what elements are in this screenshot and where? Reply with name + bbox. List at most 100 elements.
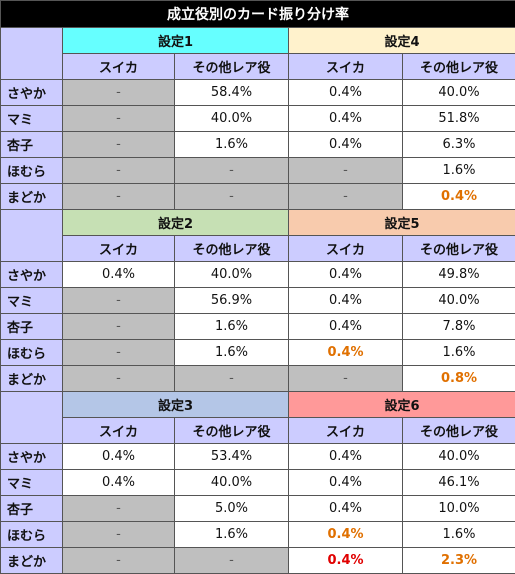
value-cell: 51.8% — [403, 106, 515, 132]
value-cell: 46.1% — [403, 470, 515, 496]
column-header: スイカ — [63, 54, 175, 80]
value-cell: 40.0% — [403, 288, 515, 314]
row-label: ほむら — [1, 158, 63, 184]
value-cell: 5.0% — [175, 496, 289, 522]
value-cell: - — [63, 496, 175, 522]
row-label: さやか — [1, 262, 63, 288]
column-header-row: スイカその他レア役スイカその他レア役 — [1, 418, 515, 444]
value-cell: 0.4% — [289, 444, 403, 470]
table-title: 成立役別のカード振り分け率 — [1, 1, 515, 28]
value-cell: 53.4% — [175, 444, 289, 470]
value-cell: - — [63, 184, 175, 210]
value-cell: - — [63, 340, 175, 366]
value-cell: 0.4% — [289, 314, 403, 340]
table-row: ほむら-1.6%0.4%1.6% — [1, 340, 515, 366]
table-row: ほむら---1.6% — [1, 158, 515, 184]
row-label: さやか — [1, 444, 63, 470]
row-label: 杏子 — [1, 314, 63, 340]
row-label: ほむら — [1, 522, 63, 548]
value-cell: 1.6% — [403, 522, 515, 548]
value-cell: 2.3% — [403, 548, 515, 574]
value-cell: - — [63, 106, 175, 132]
value-cell: 0.4% — [289, 132, 403, 158]
value-cell: - — [289, 366, 403, 392]
value-cell: 1.6% — [175, 522, 289, 548]
value-cell: 1.6% — [403, 158, 515, 184]
row-label: まどか — [1, 548, 63, 574]
value-cell: - — [63, 548, 175, 574]
row-label: さやか — [1, 80, 63, 106]
value-cell: 0.4% — [289, 470, 403, 496]
value-cell: - — [63, 522, 175, 548]
value-cell: 49.8% — [403, 262, 515, 288]
value-cell: - — [63, 288, 175, 314]
setting-label-left: 設定2 — [63, 210, 289, 236]
column-header: スイカ — [63, 236, 175, 262]
row-label: まどか — [1, 366, 63, 392]
value-cell: 0.4% — [289, 80, 403, 106]
value-cell: - — [175, 184, 289, 210]
column-header: その他レア役 — [175, 236, 289, 262]
value-cell: 0.4% — [289, 106, 403, 132]
table-row: ほむら-1.6%0.4%1.6% — [1, 522, 515, 548]
column-header: スイカ — [289, 236, 403, 262]
column-header: スイカ — [63, 418, 175, 444]
corner-cell — [1, 210, 63, 262]
table-row: まどか---0.4% — [1, 184, 515, 210]
value-cell: 0.4% — [403, 184, 515, 210]
column-header: その他レア役 — [175, 418, 289, 444]
table-row: マミ-40.0%0.4%51.8% — [1, 106, 515, 132]
value-cell: 58.4% — [175, 80, 289, 106]
value-cell: 40.0% — [175, 106, 289, 132]
table-row: 杏子-1.6%0.4%7.8% — [1, 314, 515, 340]
table-row: まどか---0.8% — [1, 366, 515, 392]
value-cell: 0.4% — [289, 262, 403, 288]
value-cell: 1.6% — [175, 340, 289, 366]
value-cell: 10.0% — [403, 496, 515, 522]
value-cell: 6.3% — [403, 132, 515, 158]
value-cell: 0.4% — [289, 548, 403, 574]
value-cell: 0.8% — [403, 366, 515, 392]
column-header-row: スイカその他レア役スイカその他レア役 — [1, 54, 515, 80]
value-cell: 0.4% — [289, 288, 403, 314]
value-cell: - — [63, 132, 175, 158]
table-row: 杏子-1.6%0.4%6.3% — [1, 132, 515, 158]
row-label: 杏子 — [1, 496, 63, 522]
row-label: ほむら — [1, 340, 63, 366]
value-cell: - — [175, 158, 289, 184]
value-cell: - — [289, 184, 403, 210]
value-cell: - — [289, 158, 403, 184]
value-cell: 40.0% — [175, 470, 289, 496]
setting-label-right: 設定4 — [289, 28, 515, 54]
column-header: その他レア役 — [403, 54, 515, 80]
table-row: さやか-58.4%0.4%40.0% — [1, 80, 515, 106]
row-label: まどか — [1, 184, 63, 210]
value-cell: 0.4% — [63, 470, 175, 496]
value-cell: - — [63, 366, 175, 392]
column-header: その他レア役 — [175, 54, 289, 80]
value-cell: - — [63, 158, 175, 184]
value-cell: 0.4% — [289, 496, 403, 522]
table-row: 杏子-5.0%0.4%10.0% — [1, 496, 515, 522]
row-label: 杏子 — [1, 132, 63, 158]
table-row: マミ-56.9%0.4%40.0% — [1, 288, 515, 314]
value-cell: 40.0% — [403, 80, 515, 106]
setting-label-right: 設定6 — [289, 392, 515, 418]
setting-label-left: 設定1 — [63, 28, 289, 54]
corner-cell — [1, 28, 63, 80]
value-cell: 0.4% — [63, 262, 175, 288]
value-cell: 1.6% — [175, 132, 289, 158]
value-cell: 40.0% — [403, 444, 515, 470]
row-label: マミ — [1, 470, 63, 496]
value-cell: 0.4% — [289, 522, 403, 548]
value-cell: 40.0% — [175, 262, 289, 288]
setting-label-left: 設定3 — [63, 392, 289, 418]
corner-cell — [1, 392, 63, 444]
column-header: その他レア役 — [403, 418, 515, 444]
